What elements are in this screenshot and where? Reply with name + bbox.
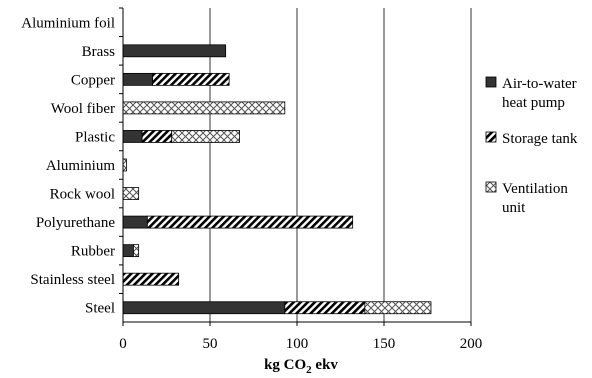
x-tick-label: 50 bbox=[203, 336, 218, 352]
legend-label-line: unit bbox=[502, 200, 526, 216]
legend: Air-to-water heat pump Storage tank Ventila… bbox=[485, 76, 578, 216]
bar-plastic-series-2 bbox=[141, 130, 173, 143]
bar-copper-series-1 bbox=[122, 72, 153, 86]
bar-rubber-series-1 bbox=[122, 244, 134, 258]
legend-label-1: Air-to-water heat pump bbox=[502, 76, 577, 111]
x-axis-title-subscript: 2 bbox=[306, 364, 312, 376]
category-label: Polyurethane bbox=[36, 215, 115, 231]
x-axis-title-suffix: ekv bbox=[312, 357, 339, 373]
bars bbox=[122, 44, 432, 315]
legend-label-2: Storage tank bbox=[502, 131, 578, 147]
legend-label-line: heat pump bbox=[502, 95, 565, 111]
bar-plastic-series-1 bbox=[122, 130, 143, 143]
bar-wool-fiber-series-3 bbox=[122, 101, 286, 115]
bar-aluminium-series-3 bbox=[122, 158, 127, 172]
legend-label-line: Air-to-water bbox=[502, 76, 577, 92]
labels: Aluminium foil Brass Copper Wool fiber Plast… bbox=[21, 15, 482, 376]
bar-brass-series-1 bbox=[122, 44, 227, 58]
bar-steel-series-2 bbox=[284, 301, 366, 315]
axes bbox=[119, 7, 472, 326]
bar-copper-series-2 bbox=[152, 72, 230, 86]
bar-polyurethane-series-1 bbox=[122, 215, 148, 229]
category-label: Steel bbox=[85, 301, 115, 317]
bar-plastic-series-3 bbox=[171, 130, 240, 143]
category-label: Aluminium foil bbox=[21, 15, 115, 31]
x-tick-label: 200 bbox=[460, 336, 483, 352]
legend-label-3: Ventilation unit bbox=[502, 181, 568, 216]
bar-polyurethane-series-2 bbox=[146, 215, 354, 229]
bar-steel-series-1 bbox=[122, 301, 286, 315]
legend-label-line: Ventilation bbox=[502, 181, 568, 197]
x-axis-title: kg CO2 ekv bbox=[264, 357, 338, 376]
category-label: Aluminium bbox=[46, 158, 116, 174]
category-label: Plastic bbox=[75, 129, 115, 145]
category-label: Stainless steel bbox=[30, 272, 115, 288]
x-tick-label: 150 bbox=[373, 336, 396, 352]
bar-rock-wool-series-3 bbox=[122, 187, 140, 200]
legend-swatch-3 bbox=[485, 181, 497, 193]
legend-label-line: Storage tank bbox=[502, 131, 578, 147]
x-tick-label: 100 bbox=[286, 336, 309, 352]
bar-steel-series-3 bbox=[364, 301, 432, 315]
category-label: Rock wool bbox=[50, 187, 115, 203]
category-label: Copper bbox=[71, 72, 115, 88]
x-tick-label: 0 bbox=[119, 336, 127, 352]
category-label: Brass bbox=[82, 44, 115, 60]
category-label: Rubber bbox=[71, 244, 115, 260]
bar-stainless-steel-series-2 bbox=[122, 272, 180, 286]
bar-rubber-series-3 bbox=[133, 244, 140, 258]
legend-swatch-1 bbox=[485, 76, 497, 88]
x-axis-title-main: kg CO bbox=[264, 357, 306, 373]
grid-lines bbox=[209, 8, 472, 322]
legend-swatch-2 bbox=[485, 131, 497, 143]
category-label: Wool fiber bbox=[51, 101, 115, 117]
